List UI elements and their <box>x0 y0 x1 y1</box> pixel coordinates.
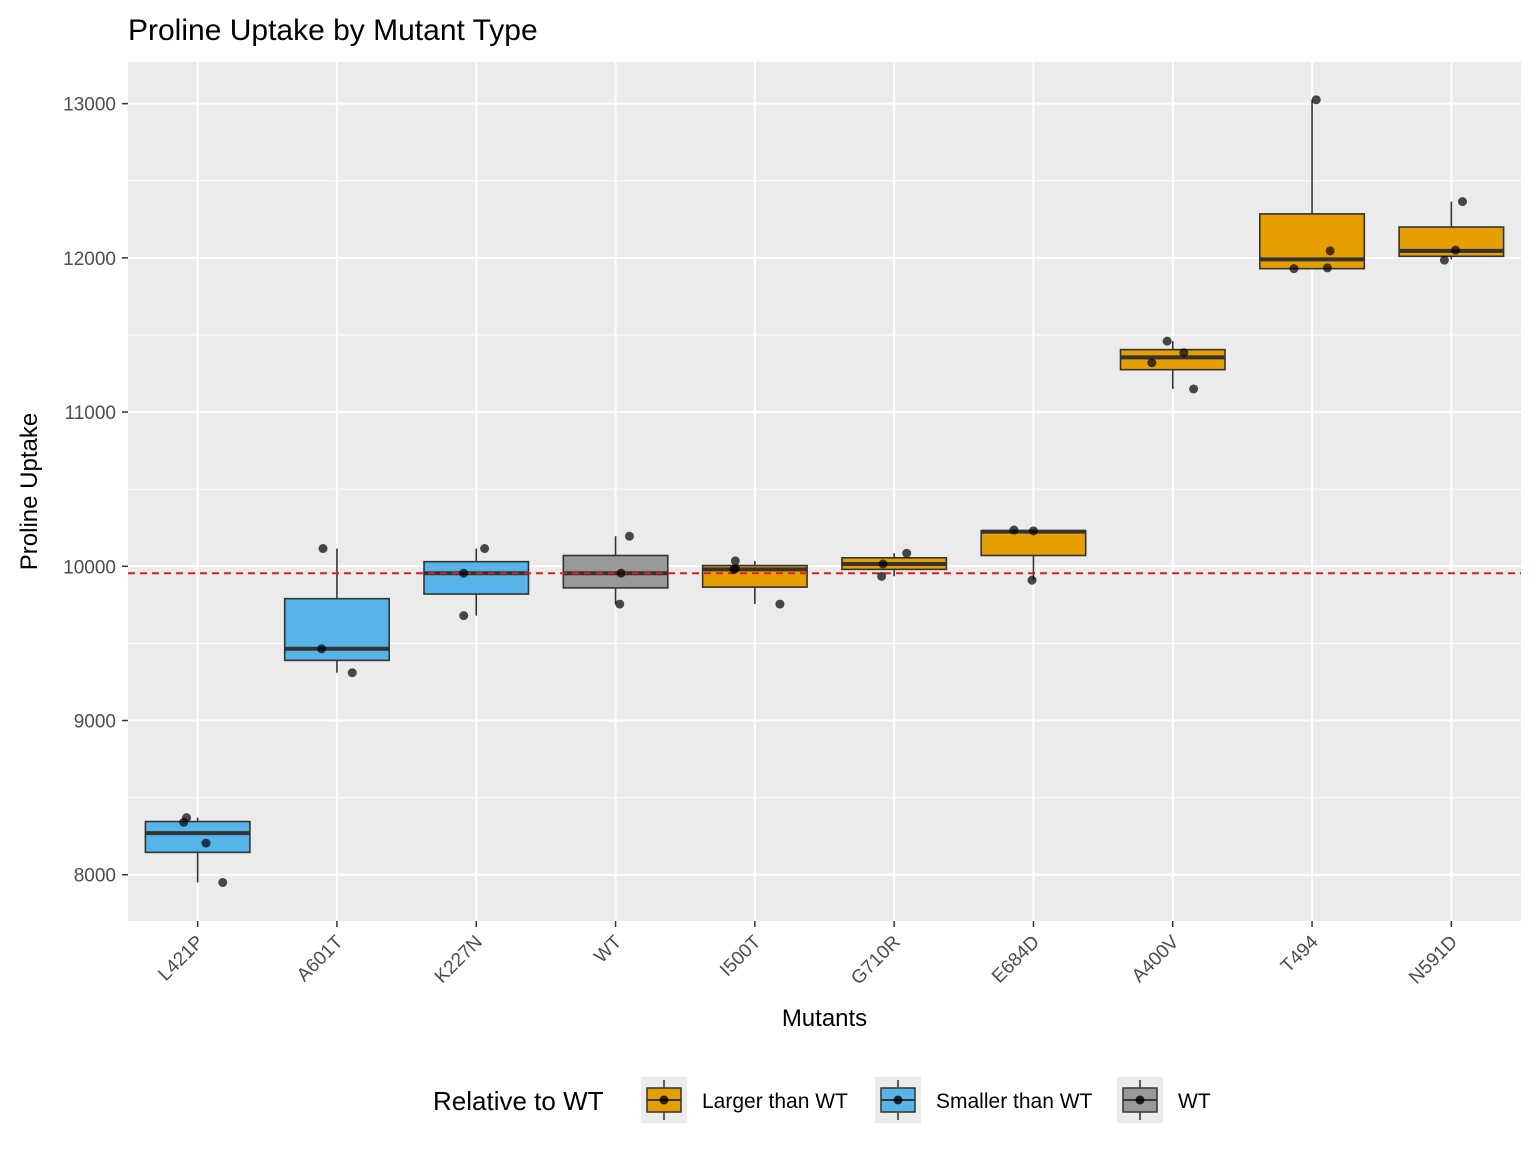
data-point <box>1289 264 1299 274</box>
legend-label: WT <box>1178 1090 1211 1113</box>
legend-key-point <box>659 1095 669 1105</box>
x-tick-label: G710R <box>847 932 904 989</box>
data-point <box>1009 525 1019 535</box>
data-point <box>1322 263 1332 273</box>
box-a400v <box>1119 348 1226 371</box>
data-point <box>616 568 626 578</box>
legend-title: Relative to WT <box>433 1086 604 1116</box>
data-point <box>317 644 327 654</box>
box-a601t <box>283 597 390 662</box>
plot-panel <box>128 62 1521 921</box>
data-point <box>1451 245 1461 255</box>
panel-background <box>128 62 1521 921</box>
data-point <box>480 544 490 554</box>
data-point <box>877 571 887 581</box>
y-tick-label: 9000 <box>74 712 116 733</box>
legend-item-1: Smaller than WT <box>875 1077 1093 1123</box>
y-tick-label: 13000 <box>63 95 116 116</box>
data-point <box>347 668 357 678</box>
data-point <box>218 877 228 887</box>
data-point <box>730 564 740 574</box>
y-tick-label: 10000 <box>63 557 116 578</box>
data-point <box>615 599 625 609</box>
box-l421p <box>144 820 251 854</box>
legend: Relative to WT Larger than WT Smaller tha… <box>433 1077 1211 1123</box>
data-point <box>730 556 740 566</box>
data-point <box>1439 255 1449 265</box>
legend-item-0: Larger than WT <box>641 1077 848 1123</box>
y-tick-label: 11000 <box>65 403 116 424</box>
x-axis-title: Mutants <box>782 1005 867 1032</box>
data-point <box>459 611 469 621</box>
data-point <box>1179 348 1189 358</box>
data-point <box>902 548 912 558</box>
legend-label: Larger than WT <box>702 1090 848 1113</box>
data-point <box>1189 384 1199 394</box>
x-tick-label: T494 <box>1277 931 1323 977</box>
data-point <box>878 559 888 569</box>
x-tick-label: L421P <box>154 932 208 986</box>
data-point <box>1162 336 1172 346</box>
legend-item-2: WT <box>1117 1077 1211 1123</box>
data-point <box>1147 358 1157 368</box>
data-point <box>201 838 211 848</box>
data-point <box>1325 246 1335 256</box>
x-tick-label: N591D <box>1405 932 1462 989</box>
data-point <box>182 813 192 823</box>
data-point <box>624 531 634 541</box>
data-point <box>1028 526 1038 536</box>
box-k227n <box>423 560 530 595</box>
x-tick-label: I500T <box>716 931 765 980</box>
y-axis-title: Proline Uptake <box>16 413 43 570</box>
data-points <box>179 95 1467 887</box>
data-point <box>1457 197 1467 207</box>
data-point <box>318 544 328 554</box>
x-tick-label: E684D <box>988 932 1044 988</box>
data-point <box>775 599 785 609</box>
boxes <box>144 213 1505 854</box>
x-tick-label: K227N <box>431 932 487 988</box>
data-point <box>459 568 469 578</box>
x-tick-label: A400V <box>1128 931 1183 986</box>
legend-key-point <box>1135 1095 1145 1105</box>
y-tick-label: 8000 <box>74 866 116 887</box>
legend-key-point <box>893 1095 903 1105</box>
data-point <box>1027 575 1037 585</box>
y-tick-label: 12000 <box>63 249 116 270</box>
chart-title: Proline Uptake by Mutant Type <box>128 14 538 47</box>
grid-lines <box>128 62 1521 921</box>
data-point <box>1311 95 1321 105</box>
x-tick-label: WT <box>590 931 626 967</box>
legend-label: Smaller than WT <box>936 1090 1093 1113</box>
x-tick-label: A601T <box>293 931 348 986</box>
